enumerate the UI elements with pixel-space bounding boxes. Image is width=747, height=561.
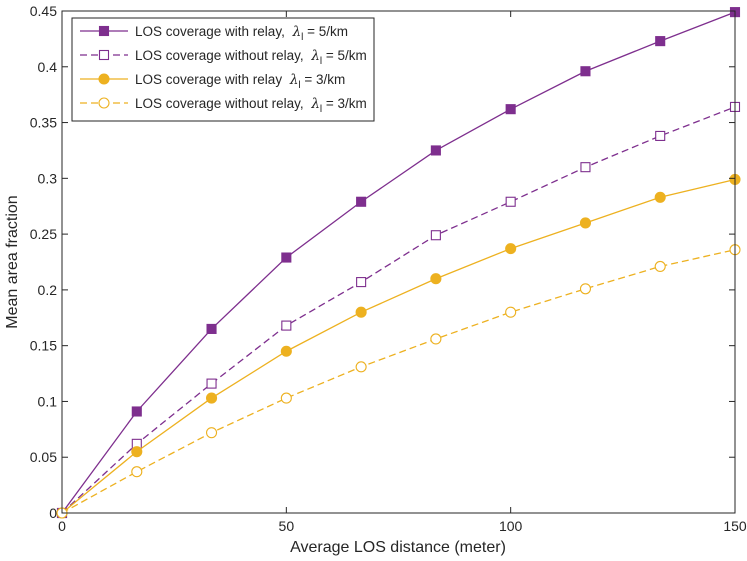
y-tick-label: 0.15 xyxy=(30,338,57,354)
y-tick-label: 0.35 xyxy=(30,115,57,131)
legend-label: LOS coverage with relay λl = 3/km xyxy=(135,72,345,91)
data-point xyxy=(430,273,442,285)
data-point xyxy=(505,306,517,318)
data-point xyxy=(654,191,666,203)
data-point xyxy=(579,217,592,229)
legend-lambda-subscript: l xyxy=(320,56,322,67)
data-point xyxy=(655,130,666,141)
y-tick-label: 0.1 xyxy=(38,393,58,409)
data-point xyxy=(505,104,516,115)
legend-label-prefix: LOS coverage with relay xyxy=(135,72,286,87)
data-point xyxy=(356,277,367,288)
data-point xyxy=(655,36,666,47)
data-point xyxy=(430,145,441,156)
data-point xyxy=(206,323,217,334)
legend-lambda-symbol: λ xyxy=(310,96,320,112)
axes-box xyxy=(61,10,736,514)
axes-layer xyxy=(61,10,736,514)
legend-marker xyxy=(98,97,110,109)
data-point xyxy=(131,446,143,458)
data-point xyxy=(355,361,367,373)
legend-label-value: = 5/km xyxy=(322,48,367,63)
y-axis-label: Mean area fraction xyxy=(4,195,21,328)
series-line xyxy=(61,178,736,514)
series-line xyxy=(61,249,736,514)
legend-lambda-subscript: l xyxy=(298,80,300,91)
data-point xyxy=(430,333,442,345)
series-line xyxy=(61,11,736,514)
legend-marker xyxy=(98,25,110,37)
data-point xyxy=(505,243,517,255)
y-tick-label: 0.2 xyxy=(38,282,58,298)
legend-label: LOS coverage with relay, λl = 5/km xyxy=(135,24,348,43)
data-point xyxy=(430,230,441,241)
legend-lambda-symbol: λ xyxy=(310,48,320,64)
data-point xyxy=(131,466,143,478)
data-point xyxy=(281,320,292,331)
legend-label-value: = 3/km xyxy=(322,96,367,111)
x-axis-label: Average LOS distance (meter) xyxy=(290,539,506,556)
legend-lambda-symbol: λ xyxy=(289,72,299,88)
data-point xyxy=(654,260,666,273)
data-point xyxy=(280,345,292,357)
data-point xyxy=(280,392,292,404)
legend-lambda-subscript: l xyxy=(301,32,303,43)
data-point xyxy=(580,66,591,77)
y-tick-label: 0.05 xyxy=(30,449,57,465)
tick-layer: 0 50 100 150 0 0.05 0.1 0.15 0.2 0.25 0.3 0.35 0.4 0.… xyxy=(30,3,747,534)
legend-box xyxy=(71,17,375,122)
legend-item-1: LOS coverage with relay, λl = 5/km xyxy=(80,24,348,43)
data-point xyxy=(205,427,218,439)
legend-label: LOS coverage without relay, λl = 3/km xyxy=(135,96,367,115)
data-point xyxy=(356,196,367,207)
data-point xyxy=(580,162,591,173)
legend-label-prefix: LOS coverage without relay, xyxy=(135,48,307,63)
legend-item-3: LOS coverage with relay λl = 3/km xyxy=(80,72,345,91)
legend-label-value: = 3/km xyxy=(301,72,346,87)
legend-label-prefix: LOS coverage without relay, xyxy=(135,96,307,111)
x-tick-label: 150 xyxy=(723,518,747,534)
legend-marker xyxy=(98,73,110,85)
data-point xyxy=(281,252,292,263)
legend-item-2: LOS coverage without relay, λl = 5/km xyxy=(80,48,367,67)
legend-label: LOS coverage without relay, λl = 5/km xyxy=(135,48,367,67)
data-point xyxy=(355,306,367,318)
series-line xyxy=(61,106,736,514)
y-tick-label: 0 xyxy=(49,505,57,521)
x-tick-label: 100 xyxy=(499,518,523,534)
y-tick-label: 0.45 xyxy=(30,3,57,19)
legend-marker xyxy=(98,49,110,61)
y-tick-label: 0.3 xyxy=(38,170,58,186)
y-tick-label: 0.4 xyxy=(38,59,58,75)
legend-label-prefix: LOS coverage with relay, xyxy=(135,24,289,39)
x-tick-label: 0 xyxy=(58,518,66,534)
data-point xyxy=(205,392,218,404)
legend-lambda-symbol: λ xyxy=(292,24,302,40)
data-point xyxy=(131,406,142,417)
data-point xyxy=(579,283,592,295)
legend-lambda-subscript: l xyxy=(320,104,322,115)
legend-item-4: LOS coverage without relay, λl = 3/km xyxy=(80,96,367,115)
y-tick-label: 0.25 xyxy=(30,226,57,242)
x-tick-label: 50 xyxy=(279,518,295,534)
data-point xyxy=(505,196,516,207)
legend-label-value: = 5/km xyxy=(303,24,348,39)
data-point xyxy=(206,378,217,389)
